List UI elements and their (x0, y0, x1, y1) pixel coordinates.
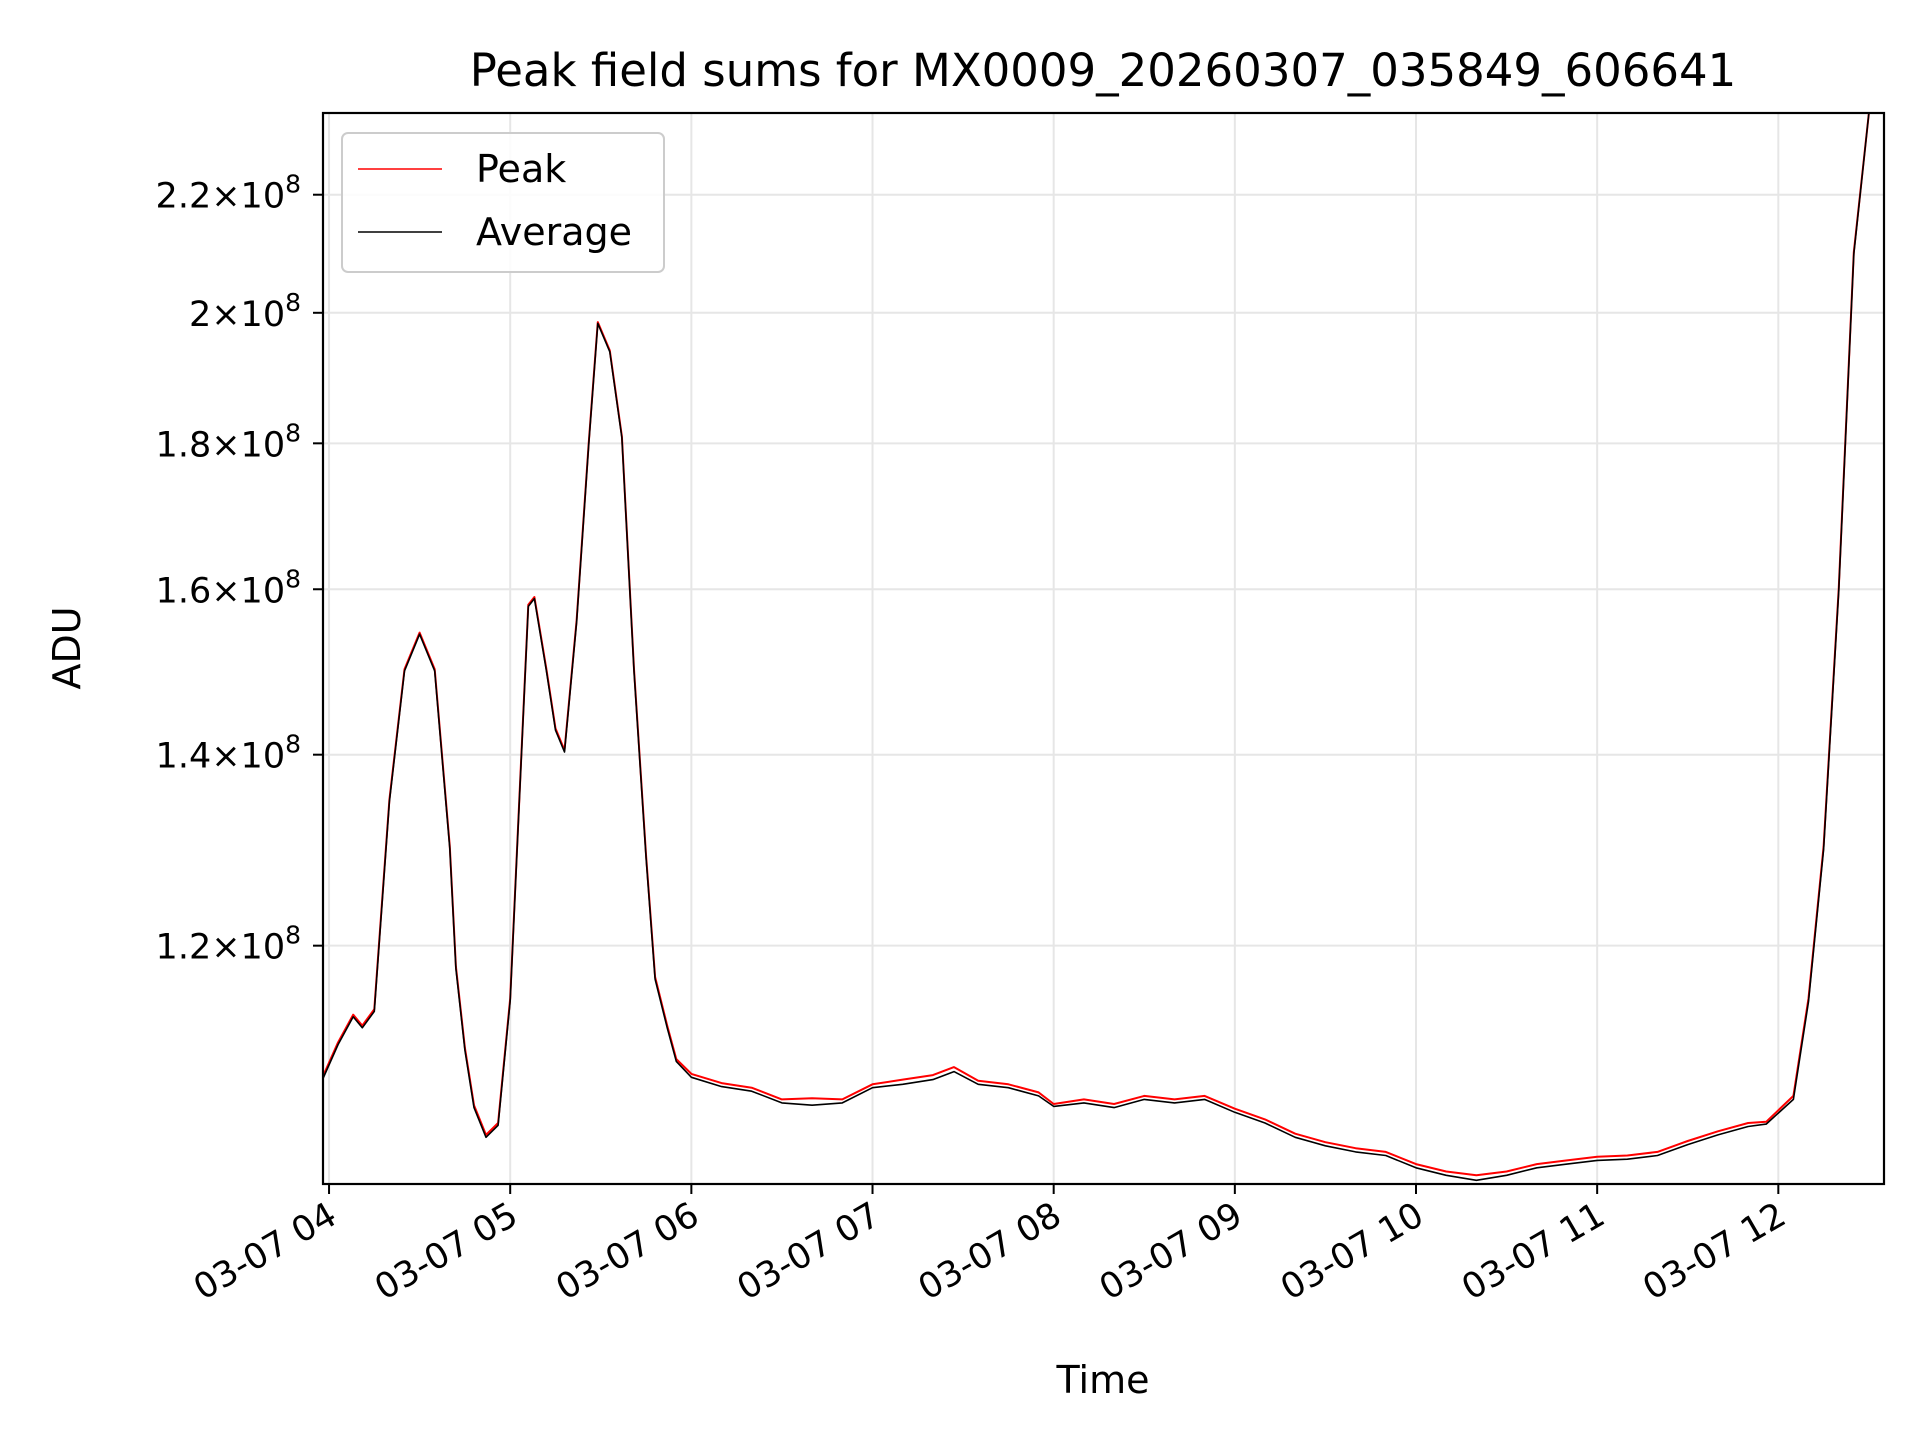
plot-frame (321, 111, 1886, 1186)
y-tick-label: 2.2×108 (156, 170, 301, 217)
y-axis: 1.2×108 1.4×108 1.6×108 1.8×108 2×108 2.2×108 (156, 170, 323, 968)
grid (323, 113, 1884, 1184)
y-tick-label: 1.4×108 (156, 730, 301, 777)
legend: Peak Average (341, 132, 665, 273)
legend-label-peak: Peak (476, 147, 566, 191)
plot-area (323, 113, 1884, 1182)
y-tick-label: 1.6×108 (156, 564, 301, 611)
y-tick-label: 1.2×108 (156, 921, 301, 968)
y-axis-label: ADU (45, 606, 89, 689)
x-axis-label: Time (1056, 1358, 1150, 1402)
series-line-peak (323, 113, 1884, 1177)
chart-title: Peak field sums for MX0009_20260307_0358… (470, 44, 1737, 97)
series-line-average (323, 113, 1884, 1182)
legend-box (341, 132, 665, 273)
y-tick-label: 1.8×108 (156, 418, 301, 465)
legend-label-average: Average (476, 210, 632, 254)
y-tick-label: 2×108 (189, 288, 301, 335)
